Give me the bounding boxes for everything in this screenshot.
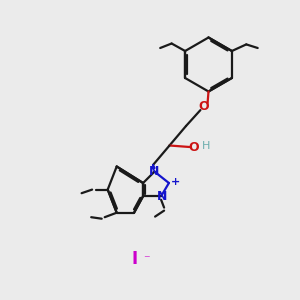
Text: N: N xyxy=(149,164,160,178)
Text: +: + xyxy=(171,176,180,187)
Text: N: N xyxy=(157,190,167,203)
Text: O: O xyxy=(188,140,199,154)
Text: O: O xyxy=(199,100,209,113)
Text: ⁻: ⁻ xyxy=(143,253,150,266)
Text: H: H xyxy=(202,140,211,151)
Text: I: I xyxy=(132,250,138,268)
